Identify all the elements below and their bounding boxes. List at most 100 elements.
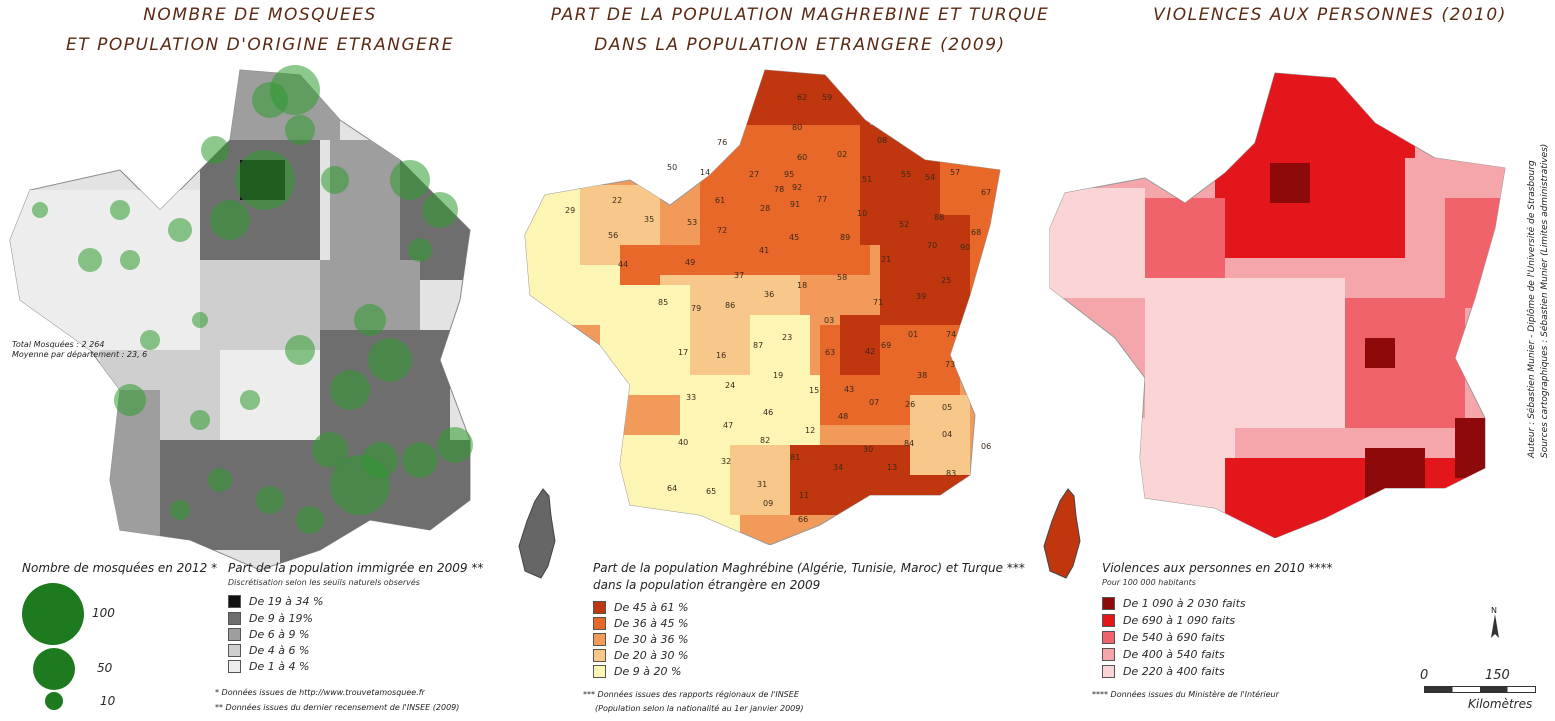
department-code-label: 04 [942, 430, 952, 439]
violence-legend-subtitle: Pour 100 000 habitants [1102, 578, 1196, 587]
maghreb-legend-item: De 9 à 20 % [593, 664, 681, 678]
department-code-label: 02 [837, 150, 847, 159]
department-code-label: 31 [757, 480, 767, 489]
maghreb-legend-title: Part de la population Maghrébine (Algéri… [593, 561, 1025, 575]
legend-swatch [593, 600, 606, 614]
legend-label: De 45 à 61 % [614, 600, 689, 614]
bubble-legend-100 [22, 583, 84, 645]
map1-source-note-2: ** Données issues du dernier recensement… [215, 703, 460, 712]
department-code-label: 59 [822, 93, 832, 102]
department-code-label: 36 [764, 290, 774, 299]
department-code-label: 45 [789, 233, 799, 242]
department-code-label: 52 [899, 220, 909, 229]
department-code-label: 51 [862, 175, 872, 184]
department-code-label: 61 [715, 196, 725, 205]
map2-france [524, 69, 1001, 545]
immigrant-legend-item: De 4 à 6 % [228, 643, 309, 657]
department-code-label: 90 [960, 243, 970, 252]
bubble-label-100: 100 [92, 606, 115, 620]
department-code-label: 10 [857, 209, 867, 218]
map3-source-note: **** Données issues du Ministère de l'In… [1092, 690, 1279, 699]
department-code-label: 06 [981, 442, 991, 451]
map1-regions [10, 70, 470, 570]
department-code-label: 64 [667, 484, 677, 493]
department-code-label: 60 [797, 153, 807, 162]
department-code-label: 58 [837, 273, 847, 282]
map3-corsica [1043, 488, 1081, 579]
department-code-label: 63 [825, 348, 835, 357]
map3-france [1049, 72, 1506, 538]
legend-swatch [593, 616, 606, 630]
department-code-label: 68 [971, 228, 981, 237]
department-code-label: 43 [844, 385, 854, 394]
department-code-label: 77 [817, 195, 827, 204]
department-code-label: 49 [685, 258, 695, 267]
department-code-label: 37 [734, 271, 744, 280]
scale-unit: Kilomètres [1468, 697, 1533, 711]
department-code-label: 87 [753, 341, 763, 350]
map1-mosque-bubbles [32, 65, 473, 534]
department-code-label: 56 [608, 231, 618, 240]
legend-label: De 1 090 à 2 030 faits [1123, 596, 1246, 610]
department-code-label: 21 [881, 255, 891, 264]
department-code-label: 53 [687, 218, 697, 227]
north-arrow-icon [1491, 614, 1499, 638]
department-code-label: 11 [799, 491, 809, 500]
department-code-label: 73 [945, 360, 955, 369]
immigrant-legend-item: De 9 à 19% [228, 611, 313, 625]
department-code-label: 44 [618, 260, 628, 269]
department-code-label: 24 [725, 381, 735, 390]
department-code-label: 40 [678, 438, 688, 447]
legend-label: De 36 à 45 % [614, 616, 689, 630]
department-code-label: 38 [917, 371, 927, 380]
legend-label: De 220 à 400 faits [1123, 664, 1225, 678]
map2-source-note-2: (Population selon la nationalité au 1er … [595, 704, 804, 713]
department-code-label: 50 [667, 163, 677, 172]
department-code-label: 70 [927, 241, 937, 250]
legend-label: De 9 à 20 % [614, 664, 682, 678]
author-credit: Auteur : Sébastien Munier - Diplôme de l… [1527, 160, 1537, 458]
map1-total-note: Total Mosquées : 2 264 [12, 340, 105, 349]
legend-label: De 30 à 36 % [614, 632, 689, 646]
department-code-label: 15 [809, 386, 819, 395]
department-code-label: 22 [612, 196, 622, 205]
bubble-legend-50 [33, 648, 75, 690]
department-code-label: 65 [706, 487, 716, 496]
legend-label: De 4 à 6 % [249, 643, 310, 657]
legend-label: De 400 à 540 faits [1123, 647, 1225, 661]
legend-swatch [1102, 613, 1115, 627]
department-code-label: 09 [763, 499, 773, 508]
maghreb-legend-subtitle: dans la population étrangère en 2009 [593, 578, 821, 592]
sources-credit: Sources cartographiques : Sébastien Muni… [1540, 143, 1550, 458]
map2-source-note-1: *** Données issues des rapports régionau… [583, 690, 799, 699]
department-code-label: 74 [946, 330, 956, 339]
department-code-label: 12 [805, 426, 815, 435]
department-code-label: 14 [700, 168, 710, 177]
legend-label: De 6 à 9 % [249, 627, 310, 641]
department-code-label: 57 [950, 168, 960, 177]
department-code-label: 16 [716, 351, 726, 360]
department-code-label: 80 [792, 123, 802, 132]
department-code-label: 07 [869, 398, 879, 407]
legend-swatch [1102, 664, 1115, 678]
bubble-label-50: 50 [97, 661, 113, 675]
department-code-label: 67 [981, 188, 991, 197]
department-code-label: 08 [877, 136, 887, 145]
map2-title-line1: PART DE LA POPULATION MAGHREBINE ET TURQ… [550, 5, 1050, 25]
department-code-label: 78 [774, 185, 784, 194]
department-code-label: 92 [792, 183, 802, 192]
legend-label: De 9 à 19% [249, 611, 313, 625]
department-code-label: 71 [873, 298, 883, 307]
department-code-label: 05 [942, 403, 952, 412]
legend-swatch [228, 611, 241, 625]
department-code-label: 19 [773, 371, 783, 380]
corsica-shape [1043, 488, 1081, 579]
department-code-label: 32 [721, 457, 731, 466]
department-code-label: 18 [797, 281, 807, 290]
department-code-label: 86 [725, 301, 735, 310]
immigrant-legend-subtitle: Discrétisation selon les seuils naturels… [228, 578, 420, 587]
department-code-label: 66 [798, 515, 808, 524]
legend-label: De 19 à 34 % [249, 594, 324, 608]
map2-regions [525, 70, 1000, 545]
immigrant-legend-item: De 1 à 4 % [228, 659, 309, 673]
